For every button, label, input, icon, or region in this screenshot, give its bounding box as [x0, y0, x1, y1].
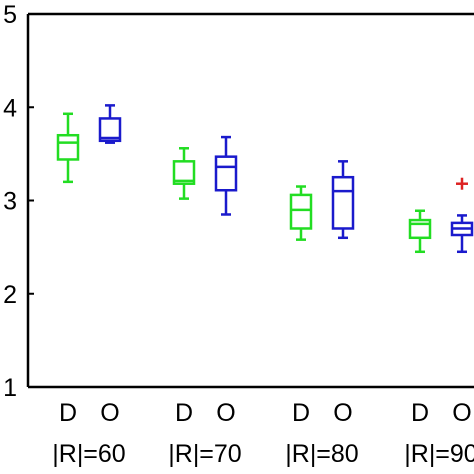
- box-iqr: [56, 133, 80, 161]
- x-tick-label: O: [452, 399, 471, 427]
- y-tick-label: 2: [3, 281, 17, 309]
- box-|R|=70-D: [172, 147, 196, 200]
- outlier-marker: [456, 177, 468, 190]
- y-tick-label: 3: [3, 188, 17, 216]
- axes: [26, 12, 474, 389]
- box-|R|=60-O: [98, 104, 122, 144]
- box-iqr: [408, 218, 432, 240]
- y-tick-label: 5: [3, 1, 17, 29]
- box-|R|=60-D: [56, 112, 80, 184]
- group-label: |R|=70: [168, 440, 241, 468]
- box-|R|=80-O: [331, 160, 355, 240]
- group-label: |R|=80: [285, 440, 358, 468]
- box-iqr: [98, 117, 122, 143]
- x-tick-label: O: [216, 399, 235, 427]
- box-|R|=70-O: [214, 135, 238, 216]
- box-|R|=80-D: [289, 185, 313, 241]
- x-tick-label: O: [100, 399, 119, 427]
- x-tick-label: O: [333, 399, 352, 427]
- box-|R|=90-D: [408, 209, 432, 254]
- x-tick-label: D: [292, 399, 310, 427]
- box-plot-series: [56, 104, 474, 254]
- group-label: |R|=90: [404, 440, 474, 468]
- y-tick-label: 1: [3, 374, 17, 402]
- box-iqr: [331, 175, 355, 230]
- x-tick-label: D: [411, 399, 429, 427]
- box-iqr: [214, 155, 238, 192]
- box-iqr: [172, 160, 196, 185]
- box-|R|=90-O: [450, 177, 474, 254]
- x-axis-labels: D O|R|=60D O|R|=70D O|R|=80D O|R|=90: [52, 399, 474, 468]
- x-tick-label: D: [175, 399, 193, 427]
- box-iqr: [289, 193, 313, 230]
- group-label: |R|=60: [52, 440, 125, 468]
- x-tick-label: D: [59, 399, 77, 427]
- y-tick-label: 4: [3, 94, 17, 122]
- y-axis-ticks: 1 2 3 4 5: [3, 1, 34, 402]
